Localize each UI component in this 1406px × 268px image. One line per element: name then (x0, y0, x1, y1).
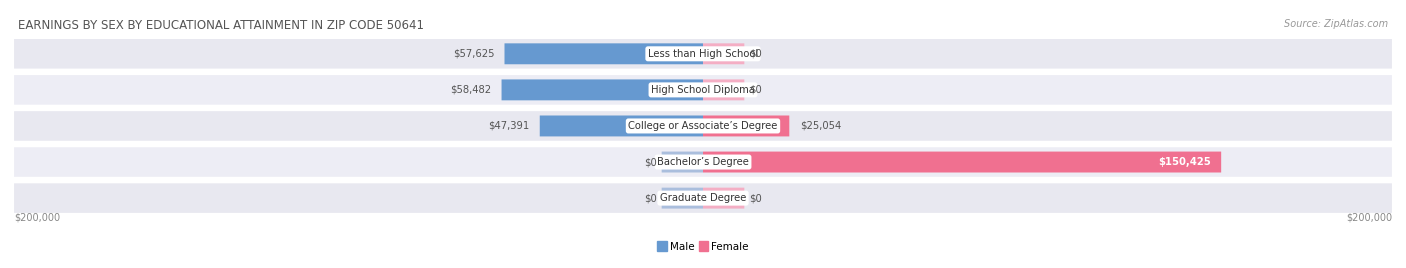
Text: $0: $0 (749, 85, 762, 95)
Text: $0: $0 (644, 157, 657, 167)
FancyBboxPatch shape (14, 183, 1392, 213)
FancyBboxPatch shape (502, 79, 703, 100)
Text: Less than High School: Less than High School (648, 49, 758, 59)
Text: EARNINGS BY SEX BY EDUCATIONAL ATTAINMENT IN ZIP CODE 50641: EARNINGS BY SEX BY EDUCATIONAL ATTAINMEN… (18, 19, 425, 32)
FancyBboxPatch shape (540, 116, 703, 136)
Text: $0: $0 (749, 193, 762, 203)
Legend: Male, Female: Male, Female (654, 237, 752, 256)
FancyBboxPatch shape (662, 152, 703, 173)
Text: $57,625: $57,625 (453, 49, 494, 59)
FancyBboxPatch shape (703, 152, 1222, 173)
Text: High School Diploma: High School Diploma (651, 85, 755, 95)
FancyBboxPatch shape (703, 79, 744, 100)
FancyBboxPatch shape (14, 39, 1392, 69)
FancyBboxPatch shape (703, 43, 744, 64)
FancyBboxPatch shape (14, 75, 1392, 105)
Text: Bachelor’s Degree: Bachelor’s Degree (657, 157, 749, 167)
FancyBboxPatch shape (703, 116, 789, 136)
Text: $47,391: $47,391 (488, 121, 530, 131)
Text: $25,054: $25,054 (800, 121, 841, 131)
Text: $58,482: $58,482 (450, 85, 491, 95)
FancyBboxPatch shape (14, 147, 1392, 177)
Text: $200,000: $200,000 (1346, 213, 1392, 223)
Text: $150,425: $150,425 (1159, 157, 1211, 167)
FancyBboxPatch shape (505, 43, 703, 64)
Text: $0: $0 (644, 193, 657, 203)
Text: Graduate Degree: Graduate Degree (659, 193, 747, 203)
Text: $0: $0 (749, 49, 762, 59)
Text: Source: ZipAtlas.com: Source: ZipAtlas.com (1284, 19, 1388, 29)
FancyBboxPatch shape (14, 111, 1392, 141)
Text: $200,000: $200,000 (14, 213, 60, 223)
FancyBboxPatch shape (703, 188, 744, 209)
Text: College or Associate’s Degree: College or Associate’s Degree (628, 121, 778, 131)
FancyBboxPatch shape (662, 188, 703, 209)
